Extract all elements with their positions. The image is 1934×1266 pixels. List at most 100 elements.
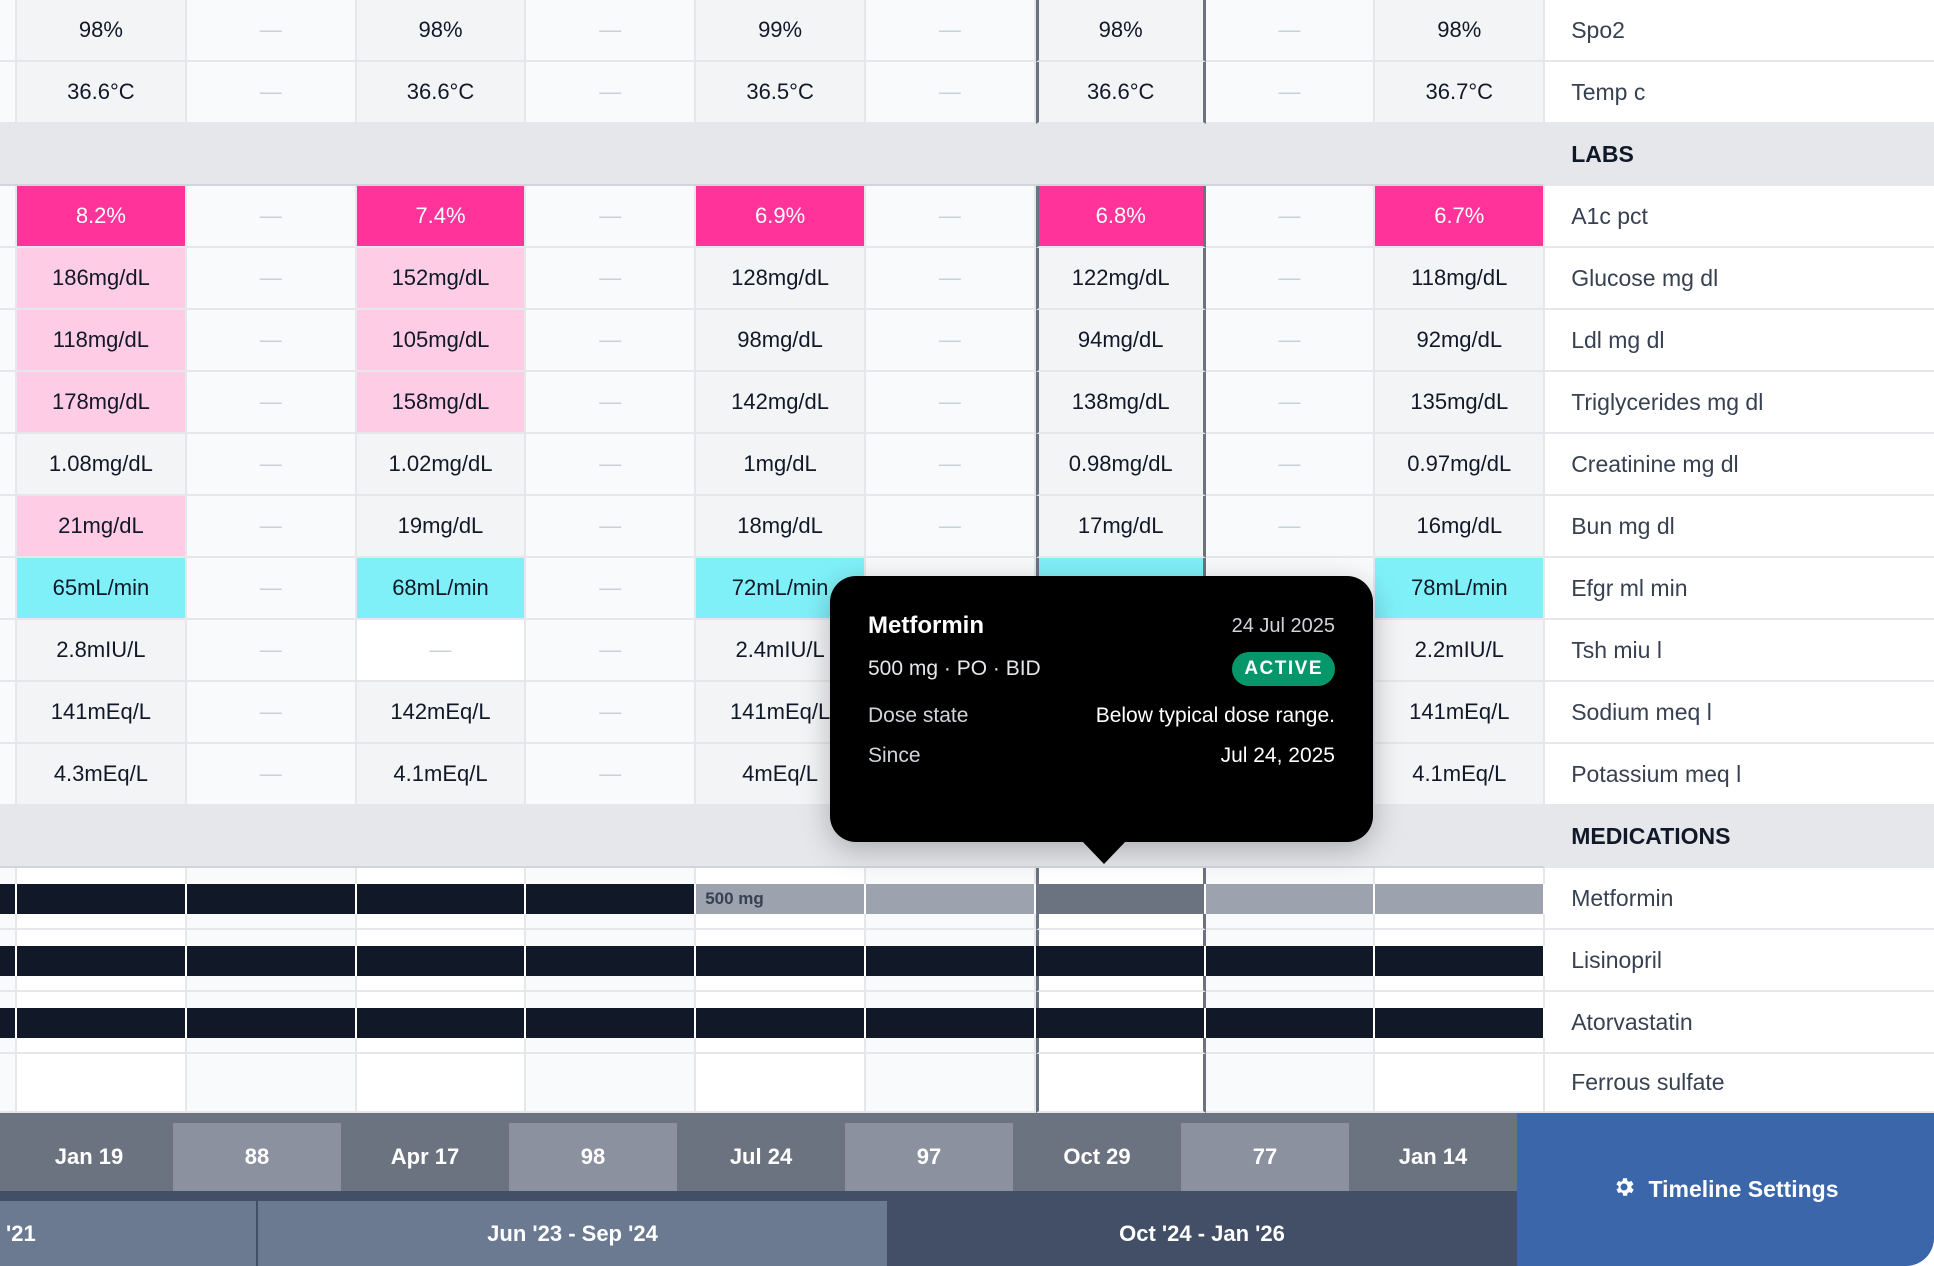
- medication-bar-segment[interactable]: [17, 1008, 187, 1038]
- timeline-tick[interactable]: Jan 19: [5, 1123, 173, 1191]
- empty-cell[interactable]: —: [186, 744, 357, 806]
- empty-cell[interactable]: —: [866, 496, 1036, 558]
- empty-cell[interactable]: —: [186, 496, 357, 558]
- timeline-tick[interactable]: 98: [509, 1123, 677, 1191]
- value-cell[interactable]: 105mg/dL: [356, 310, 527, 372]
- medication-bar-segment[interactable]: [526, 884, 697, 914]
- timeline-settings-button[interactable]: Timeline Settings: [1517, 1113, 1934, 1266]
- empty-cell[interactable]: —: [526, 372, 697, 434]
- medication-bar-segment[interactable]: [866, 884, 1036, 914]
- value-cell[interactable]: 98%: [1035, 0, 1206, 62]
- medication-bar-segment[interactable]: [526, 1008, 697, 1038]
- value-cell[interactable]: 36.5°C: [696, 62, 866, 124]
- value-cell[interactable]: 98%: [356, 0, 527, 62]
- value-cell[interactable]: 118mg/dL: [17, 310, 187, 372]
- value-cell[interactable]: 118mg/dL: [1375, 248, 1546, 310]
- empty-cell[interactable]: —: [186, 620, 357, 682]
- empty-cell[interactable]: —: [1205, 372, 1376, 434]
- empty-cell[interactable]: [526, 1054, 697, 1113]
- empty-cell[interactable]: —: [866, 186, 1036, 248]
- medication-bar-segment[interactable]: [356, 1008, 527, 1038]
- empty-cell[interactable]: —: [526, 434, 697, 496]
- value-cell[interactable]: 98mg/dL: [696, 310, 866, 372]
- value-cell[interactable]: 1.02mg/dL: [356, 434, 527, 496]
- timeline-range[interactable]: '21: [0, 1201, 258, 1266]
- medication-bar-segment[interactable]: [1375, 946, 1546, 976]
- value-cell[interactable]: 4.3mEq/L: [17, 744, 187, 806]
- value-cell[interactable]: [1375, 1054, 1546, 1113]
- empty-cell[interactable]: —: [186, 372, 357, 434]
- empty-cell[interactable]: —: [1205, 434, 1376, 496]
- value-cell[interactable]: 98%: [1375, 0, 1546, 62]
- value-cell[interactable]: 99%: [696, 0, 866, 62]
- value-cell[interactable]: 1.08mg/dL: [17, 434, 187, 496]
- value-cell[interactable]: 142mEq/L: [356, 682, 527, 744]
- value-cell[interactable]: [696, 1054, 866, 1113]
- value-cell[interactable]: 4.1mEq/L: [356, 744, 527, 806]
- value-cell[interactable]: 0.97mg/dL: [1375, 434, 1546, 496]
- value-cell[interactable]: 6.9%: [696, 186, 866, 248]
- value-cell[interactable]: 92mg/dL: [1375, 310, 1546, 372]
- medication-bar-segment[interactable]: [1035, 884, 1206, 914]
- empty-cell[interactable]: —: [526, 558, 697, 620]
- empty-cell[interactable]: —: [186, 62, 357, 124]
- value-cell[interactable]: 178mg/dL: [17, 372, 187, 434]
- timeline-range[interactable]: Jun '23 - Sep '24: [258, 1201, 887, 1266]
- empty-cell[interactable]: —: [866, 434, 1036, 496]
- medication-bar-segment[interactable]: [696, 946, 866, 976]
- empty-cell[interactable]: —: [186, 310, 357, 372]
- value-cell[interactable]: 65mL/min: [17, 558, 187, 620]
- empty-cell[interactable]: —: [186, 186, 357, 248]
- empty-cell[interactable]: —: [1205, 496, 1376, 558]
- value-cell[interactable]: 19mg/dL: [356, 496, 527, 558]
- empty-cell[interactable]: —: [186, 558, 357, 620]
- medication-bar-segment[interactable]: [1375, 884, 1546, 914]
- medication-bar-segment[interactable]: [1035, 946, 1206, 976]
- medication-bar-segment[interactable]: [0, 1008, 17, 1038]
- value-cell[interactable]: 16mg/dL: [1375, 496, 1546, 558]
- empty-cell[interactable]: —: [866, 0, 1036, 62]
- medication-bar-segment[interactable]: [356, 946, 527, 976]
- timeline-range[interactable]: Oct '24 - Jan '26: [887, 1201, 1517, 1266]
- timeline-tick[interactable]: 97: [845, 1123, 1013, 1191]
- value-cell[interactable]: 158mg/dL: [356, 372, 527, 434]
- empty-cell[interactable]: —: [1205, 186, 1376, 248]
- value-cell[interactable]: 78mL/min: [1375, 558, 1546, 620]
- medication-bar-segment[interactable]: [1035, 1008, 1206, 1038]
- value-cell[interactable]: [17, 1054, 187, 1113]
- value-cell[interactable]: 142mg/dL: [696, 372, 866, 434]
- empty-cell[interactable]: —: [186, 682, 357, 744]
- timeline-tick[interactable]: Apr 17: [341, 1123, 509, 1191]
- value-cell[interactable]: 128mg/dL: [696, 248, 866, 310]
- value-cell[interactable]: —: [356, 620, 527, 682]
- empty-cell[interactable]: —: [866, 310, 1036, 372]
- empty-cell[interactable]: —: [186, 434, 357, 496]
- medication-bar-segment[interactable]: [866, 1008, 1036, 1038]
- empty-cell[interactable]: —: [866, 372, 1036, 434]
- value-cell[interactable]: 7.4%: [356, 186, 527, 248]
- empty-cell[interactable]: —: [866, 62, 1036, 124]
- medication-bar-segment[interactable]: [1205, 884, 1376, 914]
- empty-cell[interactable]: —: [526, 186, 697, 248]
- value-cell[interactable]: 36.6°C: [356, 62, 527, 124]
- medication-bar-segment[interactable]: [17, 946, 187, 976]
- timeline-tick[interactable]: Jan 14: [1349, 1123, 1517, 1191]
- medication-bar-segment[interactable]: [1205, 1008, 1376, 1038]
- medication-bar-segment[interactable]: [696, 1008, 866, 1038]
- empty-cell[interactable]: —: [1205, 248, 1376, 310]
- medication-bar-segment[interactable]: [186, 1008, 357, 1038]
- medication-bar-segment[interactable]: [866, 946, 1036, 976]
- value-cell[interactable]: 36.6°C: [17, 62, 187, 124]
- value-cell[interactable]: 6.7%: [1375, 186, 1546, 248]
- value-cell[interactable]: 6.8%: [1035, 186, 1206, 248]
- value-cell[interactable]: 138mg/dL: [1035, 372, 1206, 434]
- medication-bar-segment[interactable]: [1205, 946, 1376, 976]
- empty-cell[interactable]: —: [526, 744, 697, 806]
- timeline-tick[interactable]: Jul 24: [677, 1123, 845, 1191]
- medication-dose-label[interactable]: 500 mg: [696, 884, 866, 914]
- empty-cell[interactable]: —: [526, 0, 697, 62]
- timeline-tick[interactable]: Oct 29: [1013, 1123, 1181, 1191]
- empty-cell[interactable]: —: [526, 62, 697, 124]
- timeline-tick[interactable]: 88: [173, 1123, 341, 1191]
- value-cell[interactable]: 68mL/min: [356, 558, 527, 620]
